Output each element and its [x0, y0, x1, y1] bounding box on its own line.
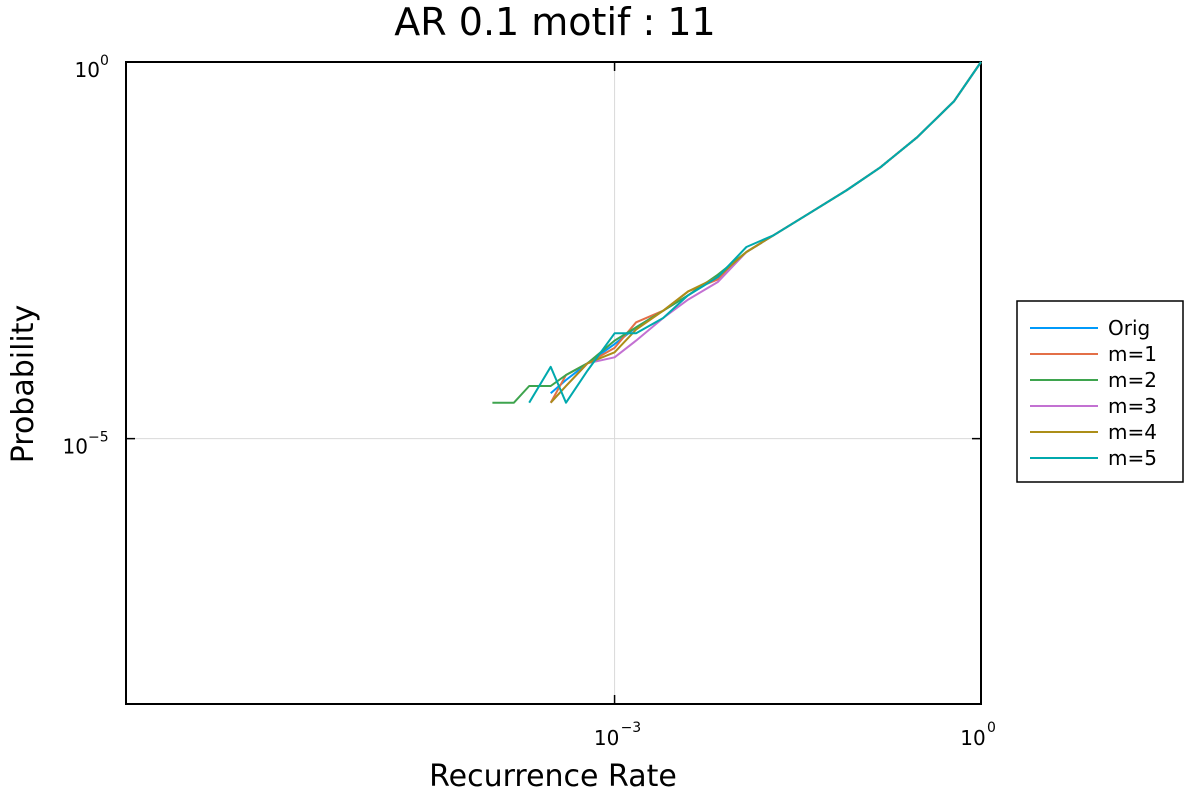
y-axis-label: Probability [6, 305, 41, 464]
legend-label: Orig [1108, 316, 1150, 340]
y-tick-exponent: 0 [100, 53, 109, 69]
x-tick-exponent: −3 [621, 720, 642, 736]
series-line-m2 [492, 61, 982, 404]
x-axis-label: Recurrence Rate [429, 759, 677, 794]
x-tick-label: 10 [594, 726, 619, 750]
y-tick-exponent: −5 [88, 430, 109, 446]
y-tick-label: 10 [63, 435, 88, 459]
series-line-m4 [549, 61, 982, 404]
axis-ticks: 10 −3 10 010 −510 0 [63, 53, 996, 750]
legend-box [1016, 300, 1184, 483]
legend-label: m=1 [1108, 342, 1157, 366]
legend-label: m=4 [1108, 420, 1157, 444]
chart-title: AR 0.1 motif : 11 [394, 0, 715, 44]
series-line-m5 [528, 61, 982, 404]
legend-label: m=3 [1108, 394, 1157, 418]
x-tick-exponent: 0 [987, 720, 996, 736]
legend-label: m=2 [1108, 368, 1157, 392]
series-line-orig [550, 61, 982, 395]
x-tick-label: 10 [960, 726, 985, 750]
y-tick-label: 10 [75, 58, 100, 82]
legend-label: m=5 [1108, 446, 1157, 470]
plot-frame [125, 61, 982, 705]
series-lines [492, 61, 982, 404]
